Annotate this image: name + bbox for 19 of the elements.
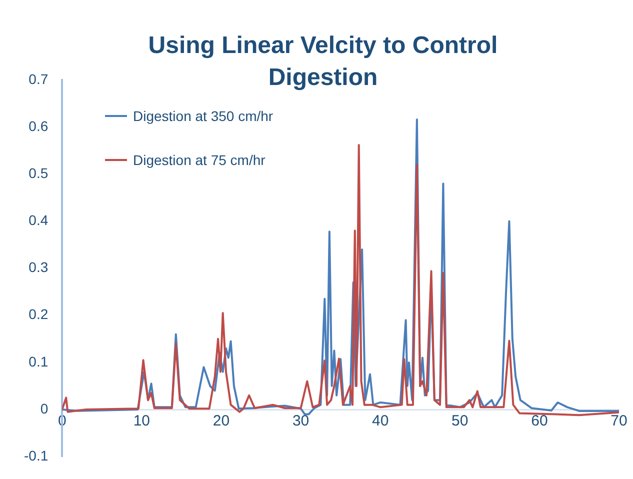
y-tick-label: 0.3 <box>28 259 48 276</box>
x-tick-label: 30 <box>292 412 310 430</box>
y-tick-label: 0 <box>40 400 48 416</box>
y-tick-label: 0.7 <box>28 70 48 87</box>
x-tick-label: 70 <box>610 412 628 430</box>
y-tick-label: 0.6 <box>28 118 48 134</box>
chart-title: Using Linear Velcity to Control Digestion <box>147 31 499 93</box>
y-tick-label: 0.1 <box>28 353 48 370</box>
y-tick-label: 0.5 <box>28 165 48 182</box>
x-tick-label: 40 <box>372 412 389 430</box>
y-tick-label: 0.2 <box>28 306 48 322</box>
y-tick-label: 0.4 <box>28 212 48 228</box>
x-tick-label: 20 <box>212 412 230 430</box>
x-tick-label: 10 <box>133 412 150 430</box>
x-tick-label: 50 <box>452 412 468 430</box>
y-tick-label: -0.1 <box>24 447 48 464</box>
legend-label: Digestion at 350 cm/hr <box>133 108 274 124</box>
legend-label: Digestion at 75 cm/hr <box>133 152 266 168</box>
x-tick-label: 60 <box>531 412 548 430</box>
